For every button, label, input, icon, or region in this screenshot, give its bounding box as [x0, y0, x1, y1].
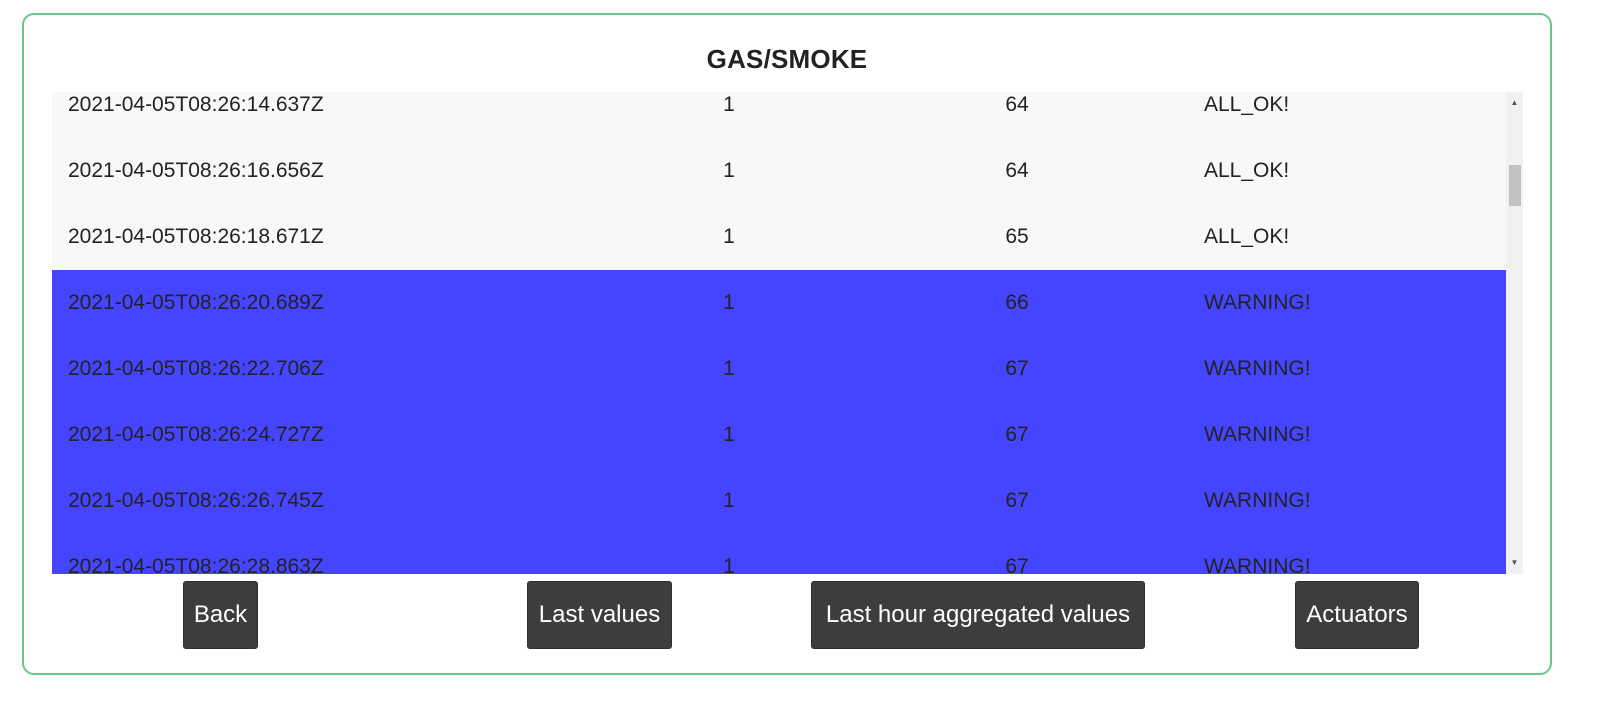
table-row: 2021-04-05T08:26:14.637Z 1 64 ALL_OK!: [52, 92, 1506, 138]
flag-cell: 1: [723, 291, 735, 314]
value-cell: 64: [1005, 93, 1029, 116]
status-cell: WARNING!: [1204, 357, 1311, 380]
flag-cell: 1: [723, 159, 735, 182]
value-cell: 67: [1005, 489, 1029, 512]
value-cell: 67: [1005, 357, 1029, 380]
flag-cell: 1: [723, 225, 735, 248]
chevron-up-icon[interactable]: ▲: [1510, 98, 1519, 107]
table-row: 2021-04-05T08:26:24.727Z 1 67 WARNING!: [52, 402, 1506, 468]
status-cell: WARNING!: [1204, 291, 1311, 314]
table-row: 2021-04-05T08:26:22.706Z 1 67 WARNING!: [52, 336, 1506, 402]
actuators-button[interactable]: Actuators: [1295, 581, 1419, 649]
scrollbar-thumb[interactable]: [1509, 165, 1521, 206]
table-row: 2021-04-05T08:26:20.689Z 1 66 WARNING!: [52, 270, 1506, 336]
timestamp-cell: 2021-04-05T08:26:20.689Z: [68, 291, 324, 314]
page-title: GAS/SMOKE: [706, 44, 868, 74]
sensor-card: GAS/SMOKE 2021-04-05T08:26:14.637Z 1 64 …: [22, 13, 1552, 675]
readings-rows: 2021-04-05T08:26:14.637Z 1 64 ALL_OK! 20…: [52, 92, 1506, 574]
timestamp-cell: 2021-04-05T08:26:24.727Z: [68, 423, 324, 446]
readings-table[interactable]: 2021-04-05T08:26:14.637Z 1 64 ALL_OK! 20…: [52, 92, 1506, 574]
chevron-down-icon[interactable]: ▼: [1510, 558, 1519, 567]
flag-cell: 1: [723, 357, 735, 380]
last-hour-aggregated-button[interactable]: Last hour aggregated values: [811, 581, 1145, 649]
value-cell: 66: [1005, 291, 1029, 314]
status-cell: WARNING!: [1204, 489, 1311, 512]
last-values-button[interactable]: Last values: [527, 581, 672, 649]
table-row: 2021-04-05T08:26:28.863Z 1 67 WARNING!: [52, 534, 1506, 574]
status-cell: WARNING!: [1204, 555, 1311, 574]
status-cell: ALL_OK!: [1204, 159, 1290, 182]
flag-cell: 1: [723, 489, 735, 512]
timestamp-cell: 2021-04-05T08:26:26.745Z: [68, 489, 324, 512]
timestamp-cell: 2021-04-05T08:26:18.671Z: [68, 225, 324, 248]
status-cell: WARNING!: [1204, 423, 1311, 446]
value-cell: 67: [1005, 555, 1029, 574]
value-cell: 65: [1005, 225, 1029, 248]
timestamp-cell: 2021-04-05T08:26:16.656Z: [68, 159, 324, 182]
table-row: 2021-04-05T08:26:16.656Z 1 64 ALL_OK!: [52, 138, 1506, 204]
timestamp-cell: 2021-04-05T08:26:14.637Z: [68, 93, 324, 116]
table-row: 2021-04-05T08:26:18.671Z 1 65 ALL_OK!: [52, 204, 1506, 270]
table-row: 2021-04-05T08:26:26.745Z 1 67 WARNING!: [52, 468, 1506, 534]
value-cell: 67: [1005, 423, 1029, 446]
flag-cell: 1: [723, 555, 735, 574]
value-cell: 64: [1005, 159, 1029, 182]
status-cell: ALL_OK!: [1204, 93, 1290, 116]
timestamp-cell: 2021-04-05T08:26:22.706Z: [68, 357, 324, 380]
timestamp-cell: 2021-04-05T08:26:28.863Z: [68, 555, 324, 574]
table-scrollbar[interactable]: ▲ ▼: [1506, 92, 1523, 574]
flag-cell: 1: [723, 423, 735, 446]
back-button[interactable]: Back: [183, 581, 258, 649]
status-cell: ALL_OK!: [1204, 225, 1290, 248]
flag-cell: 1: [723, 93, 735, 116]
